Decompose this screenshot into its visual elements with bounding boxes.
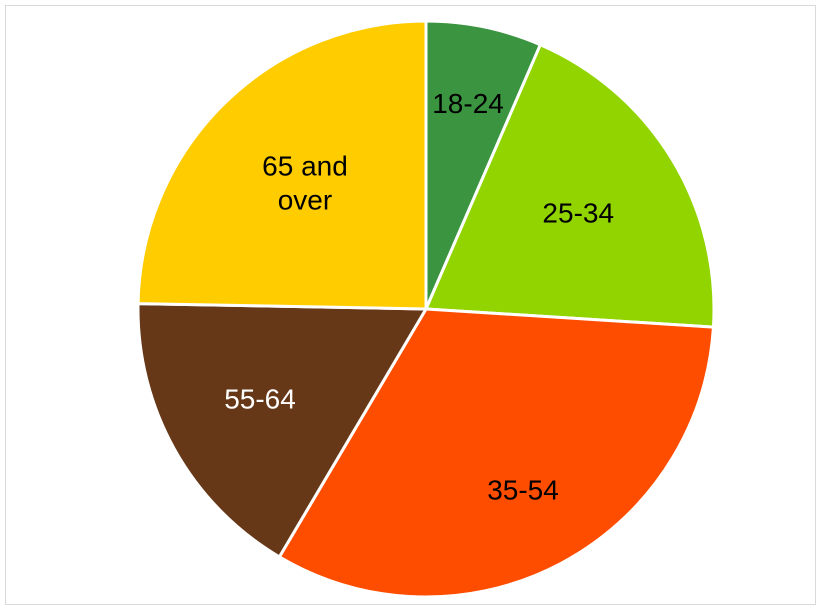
- pie-label-65-and-over: 65 and over: [262, 151, 348, 216]
- pie-slices: [136, 19, 716, 599]
- pie-label-35-54: 35-54: [487, 475, 559, 506]
- pie-slice-35-54: [277, 307, 715, 599]
- pie-slice-55-64: [136, 302, 428, 559]
- pie-slice-65-and-over: [136, 19, 428, 311]
- pie-slice-18-24: [424, 19, 542, 311]
- pie-chart: 18-24 25-34 35-54 55-64 65 and over: [136, 19, 716, 599]
- chart-frame: 18-24 25-34 35-54 55-64 65 and over: [5, 5, 816, 605]
- pie-label-25-34: 25-34: [542, 198, 614, 229]
- pie-slice-25-34: [424, 43, 716, 329]
- pie-label-18-24: 18-24: [432, 88, 504, 119]
- pie-label-55-64: 55-64: [224, 384, 296, 415]
- pie-labels: 18-24 25-34 35-54 55-64 65 and over: [224, 88, 614, 505]
